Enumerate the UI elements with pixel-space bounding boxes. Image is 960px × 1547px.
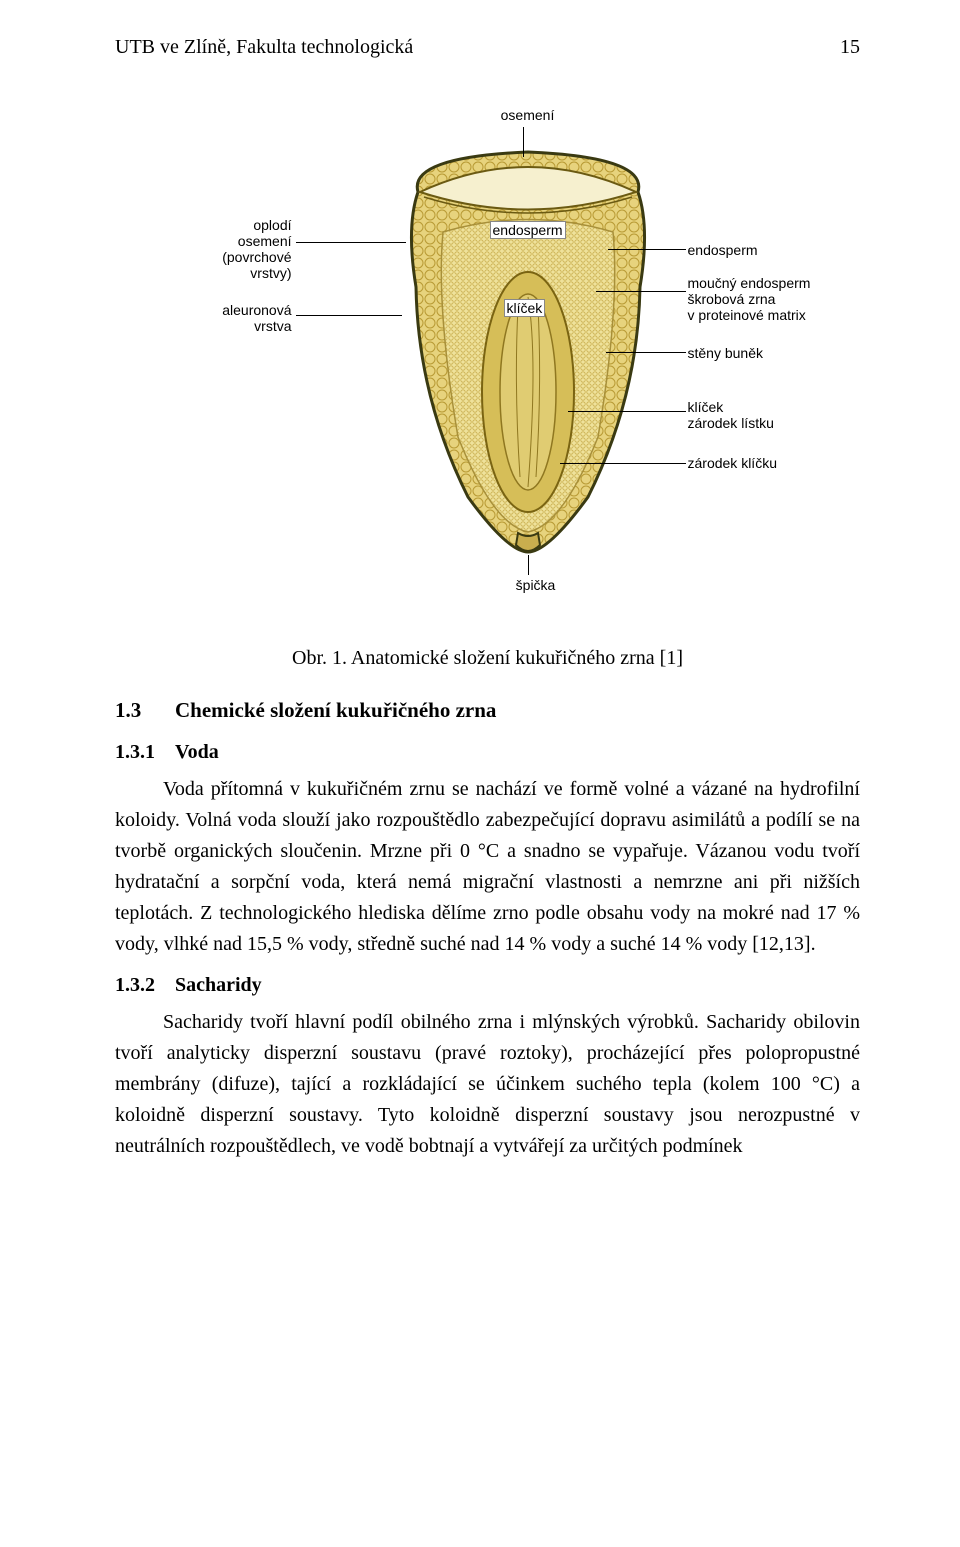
header-page-number: 15 — [840, 36, 860, 59]
heading-number: 1.3 — [115, 698, 175, 723]
label-osemeni: osemení — [478, 107, 578, 123]
leader-line — [296, 315, 402, 316]
label-right-moucny: moučný endosperm škrobová zrna v protein… — [688, 275, 811, 323]
label-right-zarodek: zárodek klíčku — [688, 455, 777, 471]
header-title: UTB ve Zlíně, Fakulta technologická — [115, 36, 413, 59]
leader-line — [296, 242, 406, 243]
label-left-oplodi: oplodí osemení (povrchové vrstvy) — [182, 217, 292, 281]
heading-1-3-1: 1.3.1Voda — [115, 741, 860, 764]
figure-corn-kernel: osemení endosperm klíček oplodí osemení … — [128, 77, 848, 637]
label-endosperm-top: endosperm — [490, 221, 566, 239]
label-right-steny: stěny buněk — [688, 345, 764, 361]
figure-caption: Obr. 1. Anatomické složení kukuřičného z… — [115, 647, 860, 670]
leader-line — [608, 249, 686, 250]
running-header: UTB ve Zlíně, Fakulta technologická 15 — [115, 36, 860, 59]
heading-number: 1.3.2 — [115, 974, 175, 997]
heading-text: Voda — [175, 741, 219, 763]
leader-line — [606, 352, 686, 353]
heading-number: 1.3.1 — [115, 741, 175, 764]
heading-text: Sacharidy — [175, 974, 262, 996]
heading-text: Chemické složení kukuřičného zrna — [175, 698, 496, 722]
paragraph-voda: Voda přítomná v kukuřičném zrnu se nachá… — [115, 774, 860, 960]
paragraph-sacharidy: Sacharidy tvoří hlavní podíl obilného zr… — [115, 1007, 860, 1162]
leader-line — [528, 555, 529, 575]
heading-1-3: 1.3Chemické složení kukuřičného zrna — [115, 698, 860, 723]
kernel-illustration — [388, 137, 668, 557]
label-right-klicek: klíček zárodek lístku — [688, 399, 774, 431]
heading-1-3-2: 1.3.2Sacharidy — [115, 974, 860, 997]
kernel-svg — [388, 137, 668, 557]
page: UTB ve Zlíně, Fakulta technologická 15 — [0, 0, 960, 1547]
leader-line — [568, 411, 686, 412]
leader-line — [596, 291, 686, 292]
label-right-endosperm: endosperm — [688, 242, 758, 258]
label-left-aleuron: aleuronová vrstva — [182, 302, 292, 334]
label-klicek: klíček — [504, 299, 546, 317]
label-spicka: špička — [496, 577, 576, 593]
leader-line — [560, 463, 686, 464]
leader-line — [523, 127, 524, 157]
